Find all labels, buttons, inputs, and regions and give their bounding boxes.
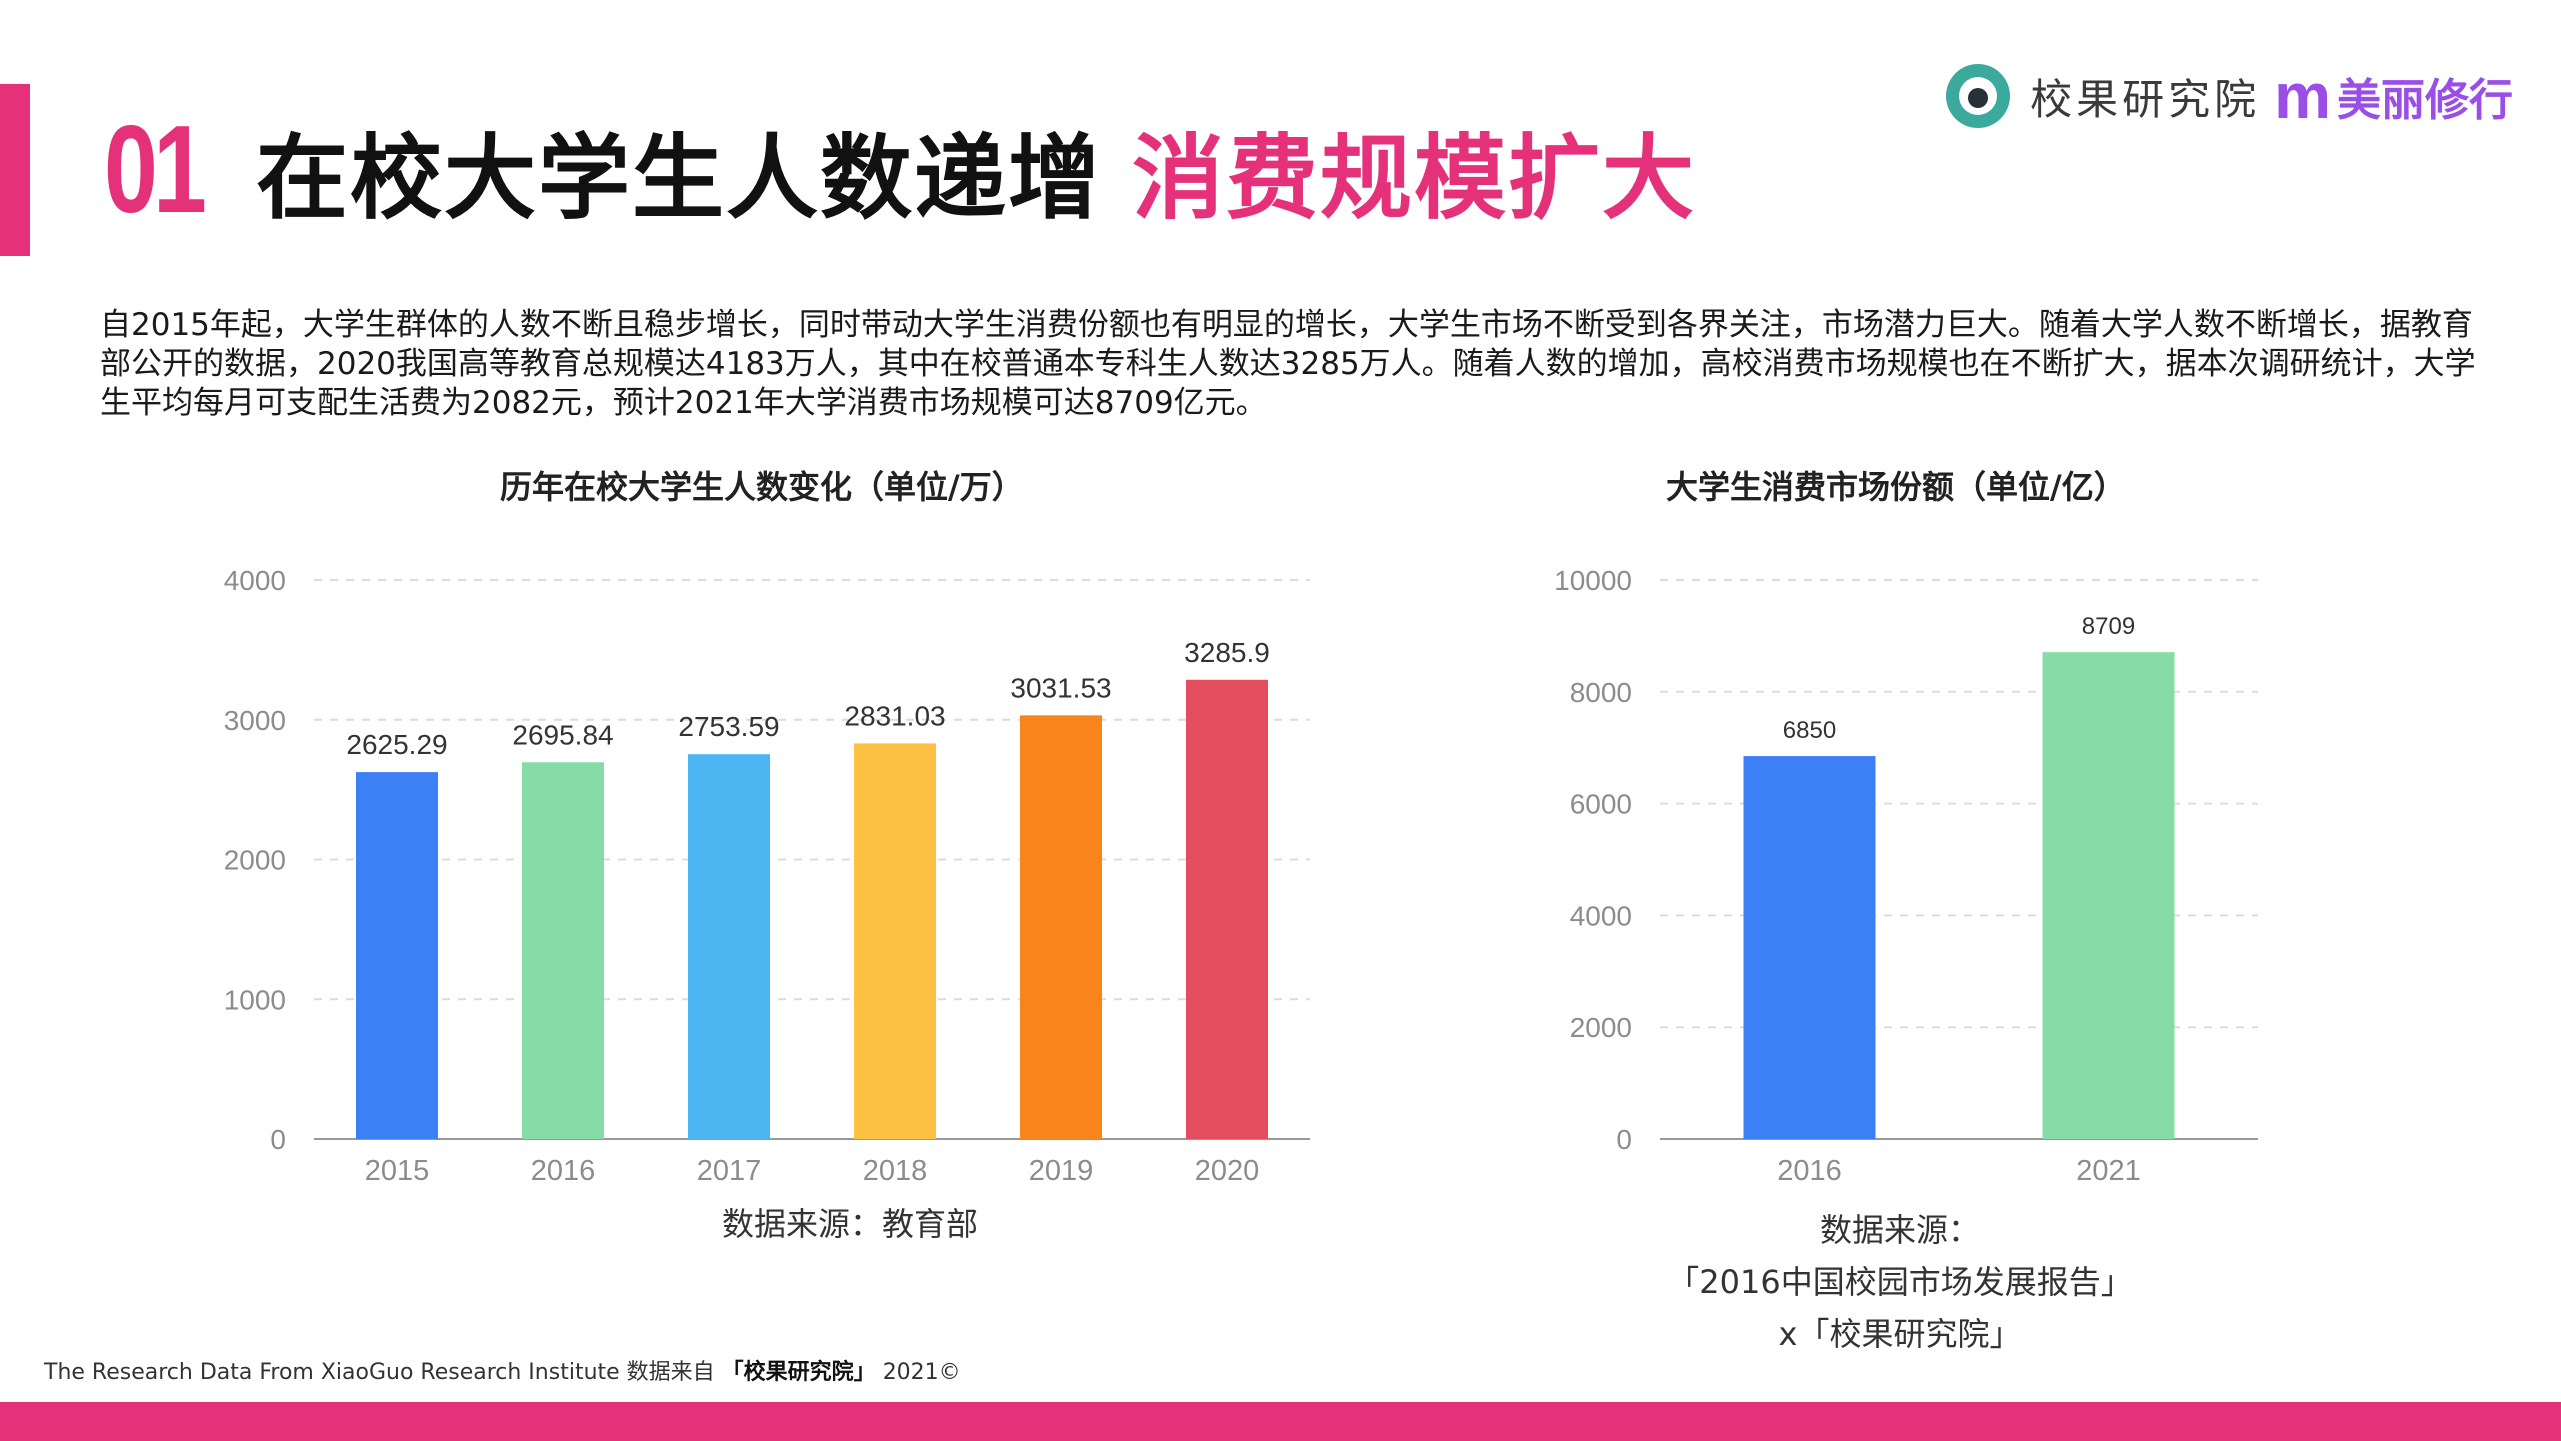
title-main: 在校大学生人数递增	[256, 124, 1103, 232]
section-number: 01	[104, 101, 207, 239]
bar	[1186, 679, 1268, 1139]
title-accent: 消费规模扩大	[1132, 124, 1697, 232]
bar	[854, 743, 936, 1139]
bar-data-label: 2695.84	[512, 719, 613, 750]
chart2-consumer-market: 0 2000 4000 6000 8000 10000 6850 2016 8709 2021	[1554, 565, 2258, 1187]
x-tick-label: 2021	[2076, 1155, 2141, 1187]
chart1-source: 数据来源：教育部	[721, 1205, 978, 1243]
bar-data-label: 3285.9	[1184, 637, 1270, 668]
chart1-student-count: 0 1000 2000 3000 4000 2625.29 2015 2695.84 2016 2…	[224, 565, 1310, 1187]
footer-credit: The Research Data From XiaoGuo Research …	[44, 1354, 961, 1386]
brand-header: 校果研究院 m 美丽修行	[1946, 64, 2513, 128]
chart2-source-line3: x「校果研究院」	[1778, 1315, 2022, 1353]
x-tick-label: 2016	[531, 1155, 596, 1187]
bar	[688, 754, 770, 1139]
y-tick-label: 0	[270, 1124, 286, 1155]
chart2-title: 大学生消费市场份额（单位/亿）	[1666, 468, 2126, 506]
bar-data-label: 8709	[2082, 613, 2135, 640]
x-tick-label: 2019	[1029, 1155, 1094, 1187]
chart2-source-line1: 数据来源：	[1819, 1211, 1980, 1249]
bar	[1020, 715, 1102, 1139]
bar-data-label: 2831.03	[844, 700, 945, 731]
y-tick-label: 4000	[224, 565, 286, 596]
brand-meili-name: 美丽修行	[2337, 75, 2513, 126]
y-tick-label: 10000	[1554, 565, 1632, 596]
footer-prefix: The Research Data From XiaoGuo Research …	[44, 1360, 715, 1385]
footer-brand: 「校果研究院」	[721, 1360, 876, 1385]
x-tick-label: 2016	[1777, 1155, 1842, 1187]
page-title: 01 在校大学生人数递增 消费规模扩大	[104, 100, 1696, 240]
bar	[2042, 652, 2175, 1139]
y-tick-label: 4000	[1570, 900, 1632, 931]
bar	[522, 762, 604, 1139]
chart2-source: 数据来源： 「2016中国校园市场发展报告」 x「校果研究院」	[1600, 1204, 2200, 1360]
left-accent-bar	[0, 84, 30, 256]
bar-data-label: 3031.53	[1010, 672, 1111, 703]
bar	[1743, 756, 1876, 1139]
x-tick-label: 2017	[697, 1155, 762, 1187]
y-tick-label: 0	[1616, 1124, 1632, 1155]
x-tick-label: 2018	[863, 1155, 928, 1187]
bottom-accent-bar	[0, 1402, 2561, 1441]
x-tick-label: 2015	[365, 1155, 430, 1187]
brand-xiaoguo-name: 校果研究院	[2030, 74, 2261, 124]
y-tick-label: 8000	[1570, 677, 1632, 708]
y-tick-label: 2000	[224, 845, 286, 876]
x-tick-label: 2020	[1195, 1155, 1260, 1187]
bar-data-label: 6850	[1783, 717, 1836, 744]
footer-suffix: 2021©	[882, 1360, 961, 1385]
bar	[356, 772, 438, 1139]
meili-logo-icon: m	[2274, 60, 2331, 132]
intro-paragraph: 自2015年起，大学生群体的人数不断且稳步增长，同时带动大学生消费份额也有明显的…	[100, 307, 2476, 421]
chart2-source-line2: 「2016中国校园市场发展报告」	[1667, 1263, 2133, 1301]
y-tick-label: 3000	[224, 705, 286, 736]
bar-data-label: 2625.29	[346, 729, 447, 760]
chart1-title: 历年在校大学生人数变化（单位/万）	[500, 468, 1024, 506]
xiaoguo-logo-icon	[1946, 64, 2011, 128]
y-tick-label: 6000	[1570, 789, 1632, 820]
y-tick-label: 2000	[1570, 1012, 1632, 1043]
bar-data-label: 2753.59	[678, 711, 779, 742]
y-tick-label: 1000	[224, 984, 286, 1015]
